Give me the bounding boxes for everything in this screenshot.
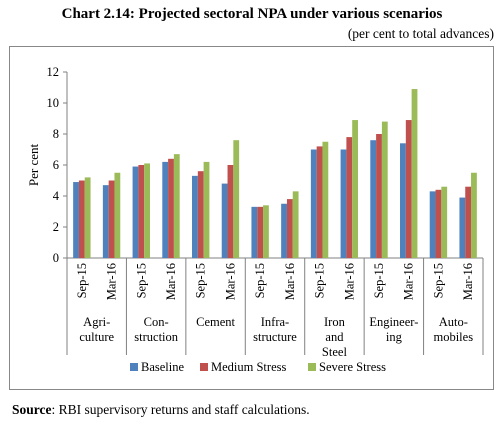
y-tick-label: 10 [47,96,60,110]
bar [78,180,85,258]
bar [108,180,115,258]
x-tick-label: Mar-16 [283,263,297,300]
bar [465,186,472,258]
x-tick-label: Mar-16 [342,263,356,300]
bar [381,121,388,258]
bar-chart: 0 2 4 6 8 10 12 Per cent Sep-15 Mar-16 Sep-15 Mar-1… [26,65,484,374]
source-label: Source [12,402,52,417]
y-axis-label: Per cent [26,143,41,186]
bar [411,89,418,258]
y-tick-label: 2 [53,220,59,234]
legend-swatch [308,363,316,371]
bar [102,185,109,258]
legend-swatch [130,363,138,371]
x-tick-label: Sep-15 [75,263,89,298]
bar [173,154,180,258]
bar [292,191,299,258]
source-note: Source: RBI supervisory returns and staf… [12,402,310,418]
group-label: Steel [322,345,348,359]
chart-title: Chart 2.14: Projected sectoral NPA under… [61,6,443,22]
bar [346,137,353,258]
bar [251,206,258,258]
bar [310,149,317,258]
legend-label: Baseline [141,360,184,374]
bar [370,140,377,258]
source-text: : RBI supervisory returns and staff calc… [51,402,310,417]
group-label: Iron [324,315,346,329]
bar [435,189,442,258]
bar [263,205,269,258]
bar [376,134,382,258]
bar [233,140,240,258]
y-tick-label: 6 [53,158,59,172]
y-tick-label: 0 [53,251,59,265]
x-tick-label: Sep-15 [431,263,445,298]
bar [227,165,234,258]
group-label: Con- [144,315,169,329]
group-label: ing [386,330,403,344]
bar [352,120,358,258]
y-tick-label: 12 [47,65,60,79]
bar [441,186,448,258]
legend-label: Medium Stress [211,360,286,374]
bar [221,183,228,258]
bar [73,182,79,258]
chart-frame: 0 2 4 6 8 10 12 Per cent Sep-15 Mar-16 Sep-15 Mar-1… [9,46,494,390]
x-tick-label: Mar-16 [164,263,178,300]
x-tick-label: Mar-16 [402,263,416,300]
bar [322,141,329,258]
x-tick-label: Sep-15 [194,263,208,298]
bar [281,203,287,258]
group-label: Cement [196,315,235,329]
bar [471,172,477,258]
group-label: culture [79,330,114,344]
bar [286,199,293,258]
x-tick-label: Mar-16 [105,263,119,300]
bar [114,172,121,258]
x-tick-label: Mar-16 [223,263,237,300]
bar [257,206,264,258]
group-label: and [325,330,344,344]
bar [132,166,139,258]
group-label: Infra- [261,315,289,329]
legend-swatch [200,363,208,371]
bar [84,177,91,258]
bar [400,143,406,258]
x-tick-label: Sep-15 [372,263,386,298]
bar [168,158,174,258]
group-label: Agri- [83,315,110,329]
x-tick-label: Sep-15 [134,263,148,298]
bar [340,149,347,258]
group-label: structure [253,330,297,344]
y-tick-label: 4 [53,189,60,203]
bar [405,120,412,258]
y-tick-label: 8 [53,127,59,141]
bar [144,163,150,258]
x-tick-label: Sep-15 [313,263,327,298]
bar [162,161,169,258]
x-tick-label: Mar-16 [461,263,475,300]
bar [429,191,436,258]
bar [316,146,323,258]
group-label: Engineer- [369,315,418,329]
legend-label: Severe Stress [319,360,386,374]
group-label: Auto- [439,315,468,329]
group-label: struction [134,330,178,344]
chart-subtitle: (per cent to total advances) [347,26,494,41]
bar [197,171,204,258]
bar [459,197,466,258]
x-tick-label: Sep-15 [253,263,267,298]
group-label: mobiles [433,330,473,344]
bar [138,165,145,258]
bar [192,175,198,258]
bar [203,161,210,258]
